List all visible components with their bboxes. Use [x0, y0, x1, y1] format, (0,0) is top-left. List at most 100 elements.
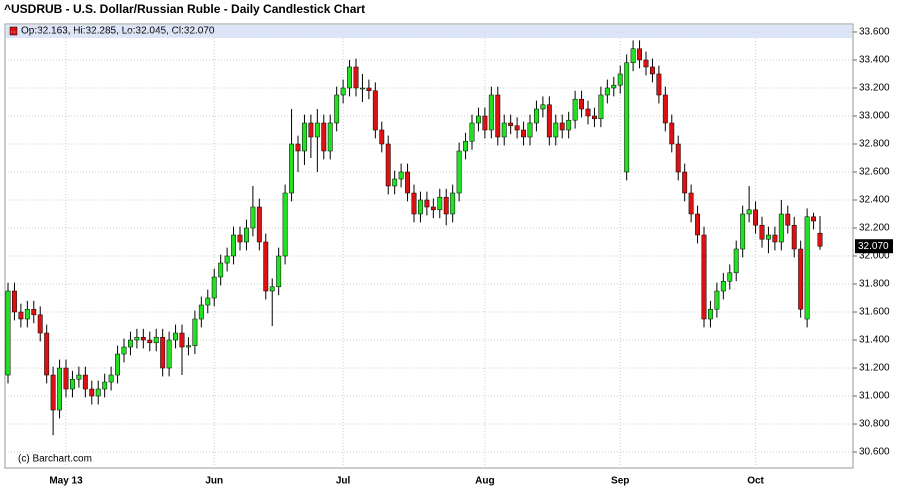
candle-body [115, 353, 121, 376]
candle-body [662, 94, 668, 124]
y-tick-label: 33.200 [859, 83, 890, 94]
candle-body [656, 73, 662, 96]
candle-body [69, 378, 75, 390]
candle-body [37, 314, 43, 334]
candle-body [250, 206, 256, 229]
y-tick-label: 31.800 [859, 279, 890, 290]
candle-body [417, 199, 423, 215]
candle-body [733, 248, 739, 274]
y-tick-label: 30.800 [859, 419, 890, 430]
candle-body [218, 262, 224, 278]
y-tick-label: 31.200 [859, 363, 890, 374]
candle-body [359, 87, 365, 90]
candle-body [611, 84, 617, 89]
candle-body [76, 374, 82, 380]
candle-body [501, 122, 507, 138]
candle-body [566, 119, 572, 131]
plot-frame [4, 23, 854, 469]
candle-body [392, 178, 398, 187]
candle-body [475, 115, 481, 124]
x-tick-label: Oct [747, 476, 764, 487]
candle-body [102, 381, 108, 390]
candle-body [127, 339, 133, 348]
candle-body [791, 224, 797, 250]
candle-body [269, 286, 275, 292]
candle-body [205, 297, 211, 306]
candle-body [682, 171, 688, 194]
candle-body [108, 374, 114, 383]
candle-body [18, 311, 24, 320]
candle-body [398, 171, 404, 180]
y-tick-label: 32.000 [859, 251, 890, 262]
candle-body [243, 227, 249, 243]
candle-body [546, 104, 552, 138]
x-tick-label: Aug [475, 476, 494, 487]
y-tick-label: 31.000 [859, 391, 890, 402]
candle-body [321, 122, 327, 152]
candle-body [598, 94, 604, 120]
candle-body [237, 234, 243, 243]
candle-body [624, 62, 630, 173]
candle-body [301, 122, 307, 152]
candle-body [185, 345, 191, 348]
candle-body [533, 108, 539, 124]
candle-body [720, 280, 726, 292]
candle-body [591, 115, 597, 120]
candle-body [521, 129, 527, 138]
candle-body [675, 143, 681, 173]
candle-body [282, 192, 288, 257]
candle-body [482, 115, 488, 131]
candle-body [669, 122, 675, 145]
ohlc-legend: Op:32.163, Hi:32.285, Lo:32.045, Cl:32.0… [21, 26, 215, 37]
y-tick-label: 33.400 [859, 55, 890, 66]
candle-body [804, 216, 810, 320]
candle-body [153, 336, 159, 344]
chart-title: ^USDRUB - U.S. Dollar/Russian Ruble - Da… [4, 2, 365, 16]
candle-body [778, 213, 784, 243]
candle-body [424, 199, 430, 208]
x-tick-label: May 13 [49, 476, 83, 487]
candle-body [649, 66, 655, 75]
candle-body [643, 59, 649, 68]
candle-body [347, 66, 353, 89]
candle-body [95, 388, 101, 397]
candle-body [411, 192, 417, 215]
candle-body [224, 255, 230, 264]
candle-body [211, 276, 217, 299]
candle-body [289, 143, 295, 194]
candle-body [701, 234, 707, 320]
candle-body [24, 308, 30, 320]
candle-body [488, 94, 494, 131]
candle-body [508, 122, 514, 127]
candle-body [630, 48, 636, 64]
candle-body [198, 304, 204, 320]
candle-body [134, 336, 140, 341]
candle-body [340, 87, 346, 96]
y-tick-label: 32.600 [859, 167, 890, 178]
y-tick-label: 33.600 [859, 27, 890, 38]
candle-body [740, 213, 746, 250]
candle-body [11, 290, 17, 313]
candle-body [443, 196, 449, 215]
candle-body [430, 206, 436, 211]
candle-body [553, 122, 559, 138]
candle-body [334, 94, 340, 124]
candle-body [366, 87, 372, 92]
candle-body [231, 234, 237, 257]
candle-body [50, 374, 56, 411]
candle-body [263, 241, 269, 292]
candle-body [276, 255, 282, 288]
candle-body [714, 290, 720, 310]
candle-body [327, 122, 333, 152]
candle-body [82, 374, 88, 390]
candle-body [353, 66, 359, 89]
candle-body [527, 122, 533, 138]
candle-body [617, 73, 623, 86]
y-tick-label: 30.600 [859, 447, 890, 458]
candle-body [572, 98, 578, 121]
candle-body [450, 192, 456, 215]
candle-body [63, 367, 69, 390]
candle-body [753, 209, 759, 226]
